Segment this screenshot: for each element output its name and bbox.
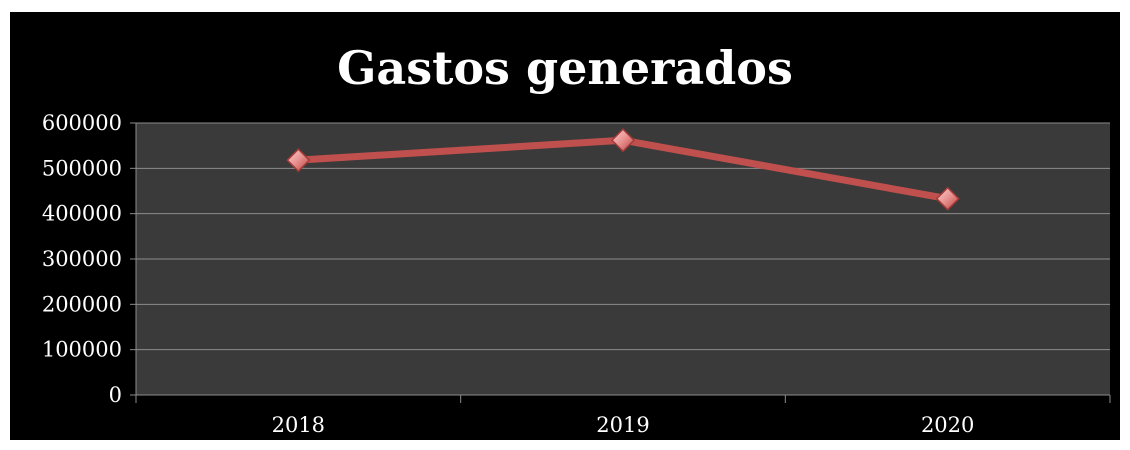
x-tick-label: 2019	[596, 413, 649, 437]
data-point-marker	[286, 148, 311, 173]
y-tick-label: 0	[109, 383, 122, 407]
chart-title: Gastos generados	[337, 41, 793, 95]
y-tick-label: 200000	[42, 292, 122, 316]
line-chart: 0 100000 200000 300000 400000 500000 600000 201…	[42, 111, 1111, 437]
x-tick-label: 2018	[272, 413, 325, 437]
y-tick-label: 100000	[42, 338, 122, 362]
y-tick-label: 600000	[42, 111, 122, 135]
y-tick-label: 300000	[42, 247, 122, 271]
y-tick-label: 400000	[42, 202, 122, 226]
x-tick-label: 2020	[921, 413, 974, 437]
y-tick-label: 500000	[42, 156, 122, 180]
data-point-marker	[935, 186, 960, 211]
data-point-marker	[610, 128, 636, 153]
chart-frame: Gastos generados 0 100000 200000 300000 4000…	[10, 12, 1120, 440]
